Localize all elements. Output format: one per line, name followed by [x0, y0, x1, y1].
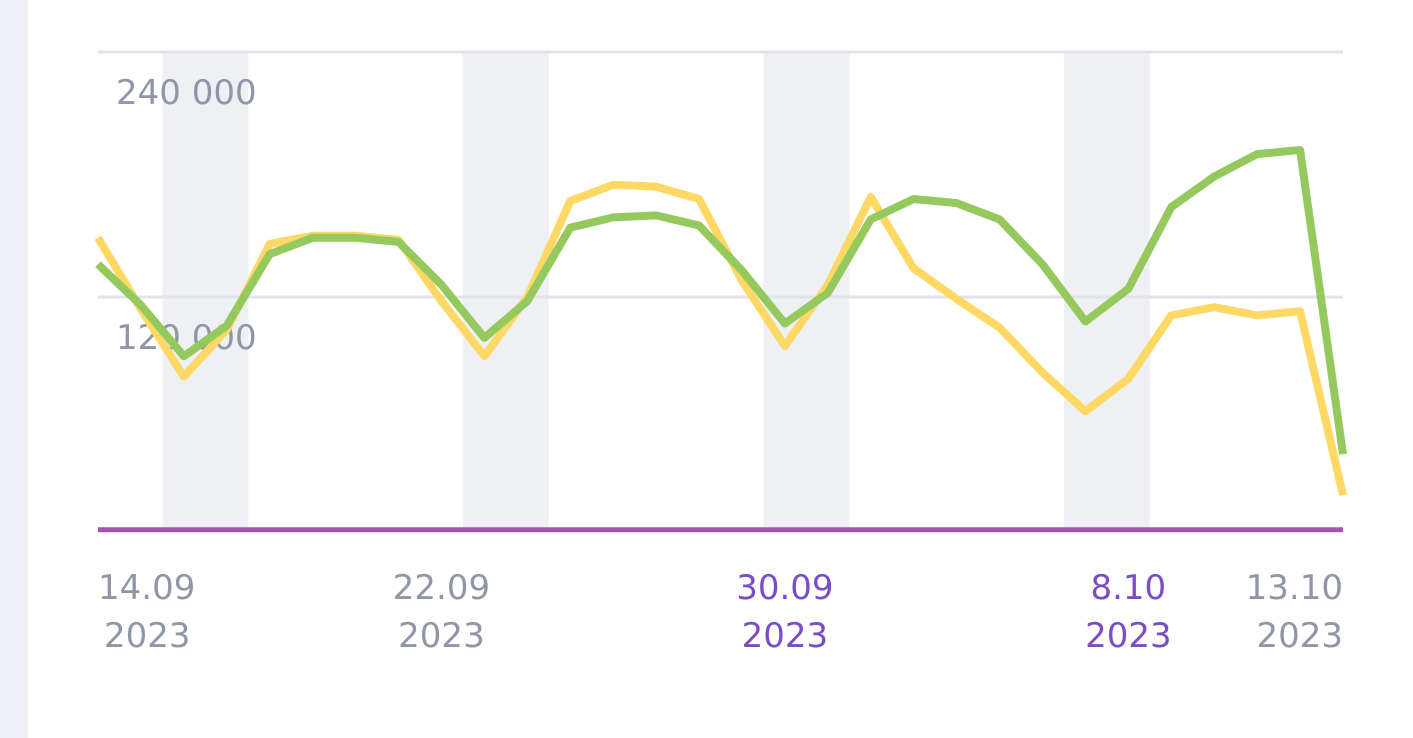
x-tick-label: 8.10	[1090, 568, 1166, 608]
x-tick-label: 30.09	[736, 568, 833, 608]
x-tick-label: 2023	[1085, 616, 1172, 656]
y-tick-label: 240 000	[116, 73, 257, 113]
x-tick-label: 2023	[104, 616, 191, 656]
x-tick-label: 14.09	[98, 568, 195, 608]
weekend-band	[1063, 52, 1150, 530]
x-tick-label: 2023	[1256, 616, 1343, 656]
weekend-band	[763, 52, 850, 530]
x-tick-label: 2023	[742, 616, 829, 656]
weekend-band	[162, 52, 249, 530]
x-tick-label: 13.10	[1246, 568, 1343, 608]
x-tick-label: 2023	[398, 616, 485, 656]
x-tick-label: 22.09	[393, 568, 490, 608]
series-line	[95, 146, 1347, 455]
side-panel	[0, 0, 28, 738]
